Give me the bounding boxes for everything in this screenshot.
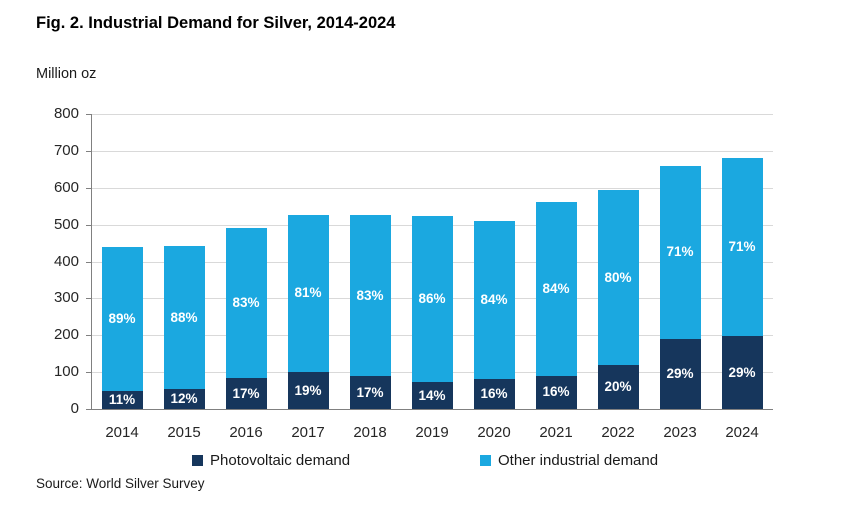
x-axis-line	[91, 409, 773, 410]
bar-segment-other-industrial-2023	[659, 166, 701, 339]
photovoltaic-percent-label-2017: 19%	[294, 382, 322, 398]
bar-segment-other-industrial-2018	[349, 215, 391, 377]
y-axis-tick-100	[86, 372, 91, 374]
y-axis-tick-700	[86, 150, 91, 152]
x-axis-label-2016: 2016	[229, 424, 263, 441]
y-axis-tick-600	[86, 187, 91, 189]
legend-item-photovoltaic: Photovoltaic demand	[192, 452, 350, 469]
y-axis-tick-label: 500	[53, 215, 79, 233]
other-industrial-percent-label-2021: 84%	[542, 280, 570, 296]
bar-segment-other-industrial-2016	[225, 228, 267, 379]
other-industrial-percent-label-2018: 83%	[356, 287, 384, 303]
photovoltaic-percent-label-2020: 16%	[480, 385, 508, 401]
x-axis-label-2021: 2021	[539, 424, 573, 441]
photovoltaic-legend-swatch-icon	[192, 455, 203, 466]
x-axis-label-2022: 2022	[601, 424, 635, 441]
bar-segment-other-industrial-2020	[473, 220, 515, 379]
y-axis-tick-label: 100	[53, 363, 79, 381]
y-axis-tick-800	[86, 114, 91, 115]
y-axis-tick-label: 600	[53, 178, 79, 196]
y-axis-tick-label: 800	[53, 105, 79, 122]
photovoltaic-percent-label-2023: 29%	[666, 365, 694, 381]
photovoltaic-percent-label-2014: 11%	[108, 392, 136, 408]
bar-segment-other-industrial-2015	[163, 245, 205, 390]
photovoltaic-percent-label-2019: 14%	[418, 387, 446, 403]
y-axis-line	[91, 114, 92, 409]
bar-segment-other-industrial-2017	[287, 214, 329, 373]
x-axis-label-2015: 2015	[167, 424, 201, 441]
x-axis-label-2017: 2017	[291, 424, 325, 441]
x-axis-label-2019: 2019	[415, 424, 449, 441]
gridline-600	[91, 187, 773, 189]
other-industrial-percent-label-2023: 71%	[666, 244, 694, 260]
plot-area: 0 100 200 300 400 500 600 700 800 11% 89% 2014 12% 88…	[53, 105, 773, 441]
x-axis-label-2018: 2018	[353, 424, 387, 441]
other-industrial-percent-label-2024: 71%	[728, 239, 756, 255]
bar-segment-photovoltaic-2015	[163, 389, 205, 409]
bar-segment-photovoltaic-2021	[535, 375, 577, 409]
gridline-800	[91, 114, 773, 115]
y-axis-tick-500	[86, 224, 91, 226]
bar-segment-photovoltaic-2014	[101, 391, 143, 409]
y-axis-tick-label: 300	[53, 289, 79, 307]
photovoltaic-percent-label-2018: 17%	[356, 384, 384, 400]
bar-segment-photovoltaic-2023	[659, 338, 701, 409]
other-industrial-percent-label-2016: 83%	[232, 295, 260, 311]
legend-item-other-industrial: Other industrial demand	[480, 452, 658, 469]
legend: Photovoltaic demand Other industrial dem…	[0, 452, 860, 472]
bar-segment-photovoltaic-2016	[225, 378, 267, 409]
photovoltaic-percent-label-2024: 29%	[728, 364, 756, 380]
y-axis-tick-label: 700	[53, 141, 79, 159]
bar-segment-photovoltaic-2018	[349, 376, 391, 409]
photovoltaic-percent-label-2016: 17%	[232, 385, 260, 401]
photovoltaic-percent-label-2021: 16%	[542, 384, 570, 400]
bar-segment-other-industrial-2022	[597, 190, 639, 366]
y-axis-tick-0	[86, 409, 91, 410]
y-axis-title: Million oz	[36, 66, 97, 82]
bar-segment-photovoltaic-2022	[597, 365, 639, 409]
x-axis-label-2014: 2014	[105, 424, 139, 441]
other-industrial-percent-label-2022: 80%	[604, 269, 632, 285]
bar-segment-other-industrial-2019	[411, 216, 453, 382]
other-industrial-percent-label-2019: 86%	[418, 291, 446, 307]
y-axis-tick-200	[86, 335, 91, 337]
y-axis-tick-label: 0	[70, 400, 79, 417]
bar-segment-photovoltaic-2017	[287, 372, 329, 409]
bar-segment-other-industrial-2021	[535, 201, 577, 376]
bar-segment-other-industrial-2024	[721, 158, 763, 337]
bar-segment-photovoltaic-2020	[473, 378, 515, 409]
other-industrial-legend-label: Other industrial demand	[498, 452, 659, 469]
x-axis-label-2023: 2023	[663, 424, 697, 441]
other-industrial-percent-label-2020: 84%	[480, 291, 508, 307]
y-axis-tick-300	[86, 298, 91, 300]
photovoltaic-legend-label: Photovoltaic demand	[210, 452, 351, 469]
bar-segment-other-industrial-2014	[101, 246, 143, 392]
source-note: Source: World Silver Survey	[36, 476, 205, 491]
gridline-700	[91, 150, 773, 152]
bar-segment-photovoltaic-2019	[411, 382, 453, 409]
other-industrial-percent-label-2015: 88%	[170, 309, 198, 325]
y-axis-tick-label: 200	[53, 326, 79, 344]
x-axis-label-2024: 2024	[725, 424, 759, 441]
other-industrial-percent-label-2014: 89%	[108, 310, 136, 326]
y-axis-tick-400	[86, 261, 91, 263]
other-industrial-percent-label-2017: 81%	[294, 285, 322, 301]
other-industrial-legend-swatch-icon	[480, 455, 491, 466]
bar-segment-photovoltaic-2024	[721, 336, 763, 409]
y-axis-tick-label: 400	[53, 252, 79, 270]
photovoltaic-percent-label-2022: 20%	[604, 379, 632, 395]
photovoltaic-percent-label-2015: 12%	[170, 391, 198, 407]
figure-title: Fig. 2. Industrial Demand for Silver, 20…	[36, 14, 396, 32]
x-axis-label-2020: 2020	[477, 424, 511, 441]
